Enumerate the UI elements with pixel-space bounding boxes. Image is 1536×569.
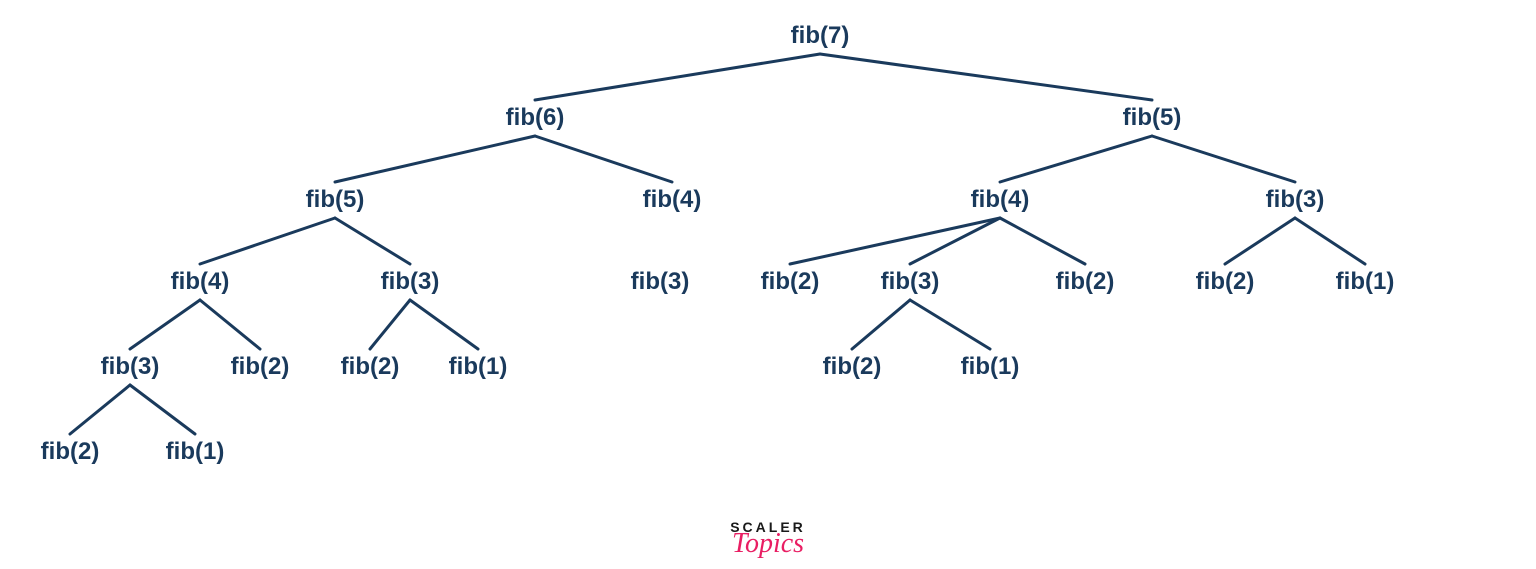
- tree-node: fib(2): [761, 268, 820, 296]
- tree-node: fib(3): [101, 353, 160, 381]
- tree-node: fib(2): [231, 353, 290, 381]
- tree-node: fib(5): [306, 186, 365, 214]
- tree-node: fib(6): [506, 104, 565, 132]
- scaler-topics-logo: SCALER Topics: [730, 520, 806, 558]
- tree-node: fib(3): [381, 268, 440, 296]
- tree-node: fib(5): [1123, 104, 1182, 132]
- tree-node: fib(2): [41, 438, 100, 466]
- tree-node: fib(1): [961, 353, 1020, 381]
- tree-node: fib(1): [1336, 268, 1395, 296]
- tree-node: fib(4): [643, 186, 702, 214]
- tree-node: fib(1): [166, 438, 225, 466]
- tree-node: fib(1): [449, 353, 508, 381]
- tree-node: fib(3): [881, 268, 940, 296]
- tree-node: fib(2): [1056, 268, 1115, 296]
- tree-node: fib(2): [341, 353, 400, 381]
- tree-node: fib(2): [823, 353, 882, 381]
- tree-node: fib(3): [631, 268, 690, 296]
- fib-recursion-tree: fib(7) fib(6) fib(5) fib(5) fib(4) fib(4) fib(…: [0, 0, 1536, 569]
- tree-node: fib(3): [1266, 186, 1325, 214]
- tree-node: fib(2): [1196, 268, 1255, 296]
- tree-node: fib(4): [171, 268, 230, 296]
- logo-bottom-text: Topics: [730, 530, 806, 558]
- tree-node: fib(7): [791, 22, 850, 50]
- tree-node: fib(4): [971, 186, 1030, 214]
